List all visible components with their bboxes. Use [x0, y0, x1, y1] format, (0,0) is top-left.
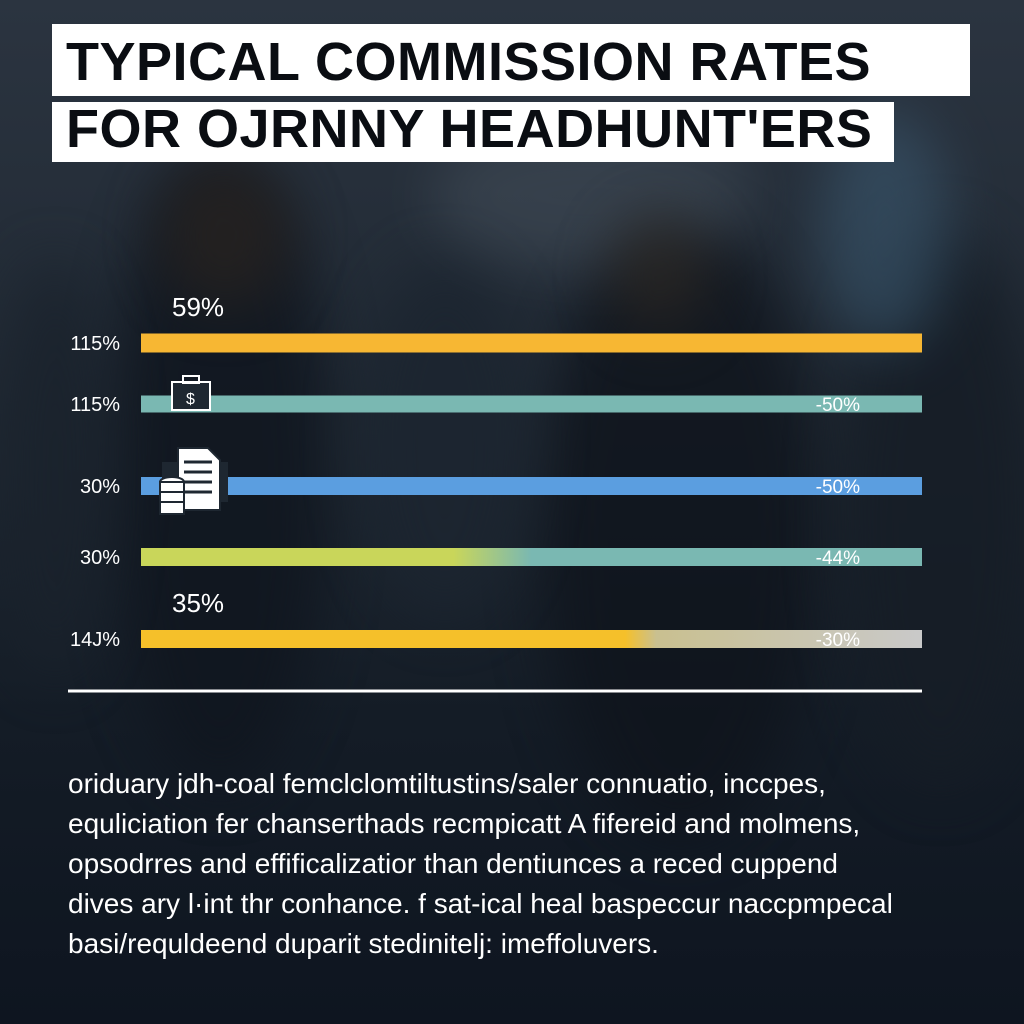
bar-top-label: 35% [172, 588, 224, 618]
svg-text:$: $ [186, 391, 195, 408]
bar-5 [141, 630, 922, 648]
chart-title-line-2: FOR OJRNNY HEADHUNT'ERS [66, 99, 873, 159]
caption-line: basi/requldeend duparit stedinitelj: ime… [68, 928, 659, 959]
bar-left-label: 115% [70, 333, 120, 355]
bar-left-label: 14J% [70, 629, 120, 651]
caption-line: equliciation fer chanserthads recmpicatt… [68, 808, 861, 839]
bar-right-label: -50% [816, 477, 860, 498]
caption-paragraph: oriduary jdh-coal femclclomtiltustins/sa… [68, 764, 968, 964]
briefcase-dollar-icon: $ [171, 375, 211, 411]
bar-right-label: -30% [816, 630, 860, 651]
bar-2 [141, 395, 922, 413]
bar-top-label: 59% [172, 292, 224, 322]
document-coins-icon [159, 447, 228, 515]
title-background-line-2 [52, 102, 894, 162]
caption-line: oriduary jdh-coal femclclomtiltustins/sa… [68, 768, 826, 799]
bar-4 [141, 548, 922, 566]
caption-line: opsodrres and effificalizatior than dent… [68, 848, 838, 879]
bar-left-label: 115% [70, 394, 120, 416]
bar-right-label: -44% [816, 548, 860, 569]
bar-1 [141, 333, 922, 353]
bar-3 [141, 477, 922, 495]
bar-left-label: 30% [80, 547, 120, 569]
bar-right-label: -50% [816, 395, 860, 416]
caption-line: dives ary l·int thr conhance. f sat-ical… [68, 888, 893, 919]
chart-title-line-1: TYPICAL COMMISSION RATES [66, 32, 872, 92]
bar-left-label: 30% [80, 476, 120, 498]
title-background [52, 24, 970, 96]
